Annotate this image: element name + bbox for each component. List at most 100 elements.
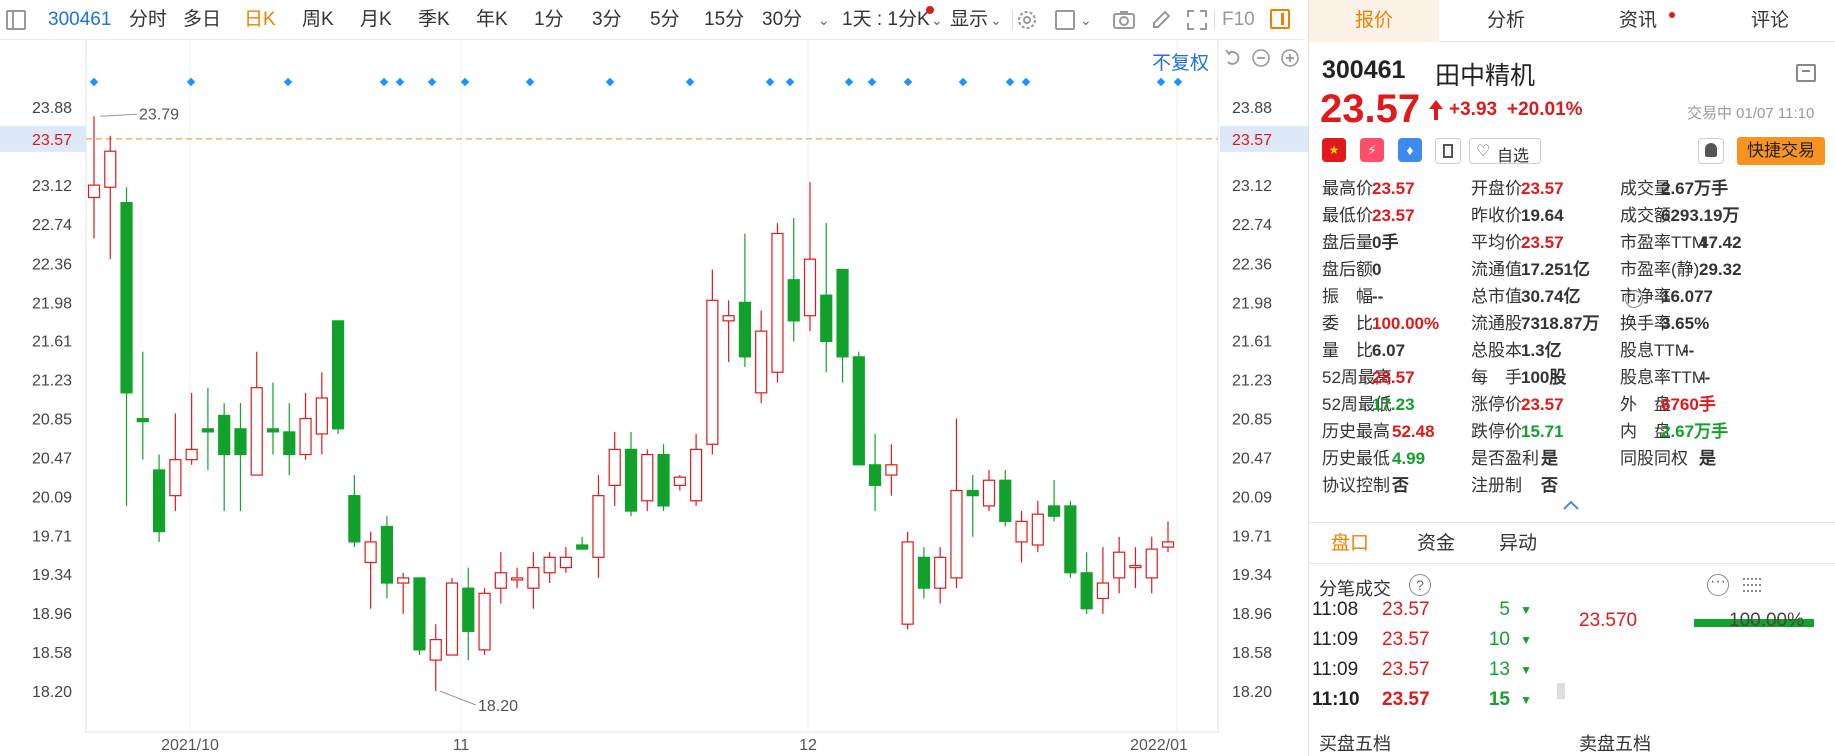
alert-bell-icon[interactable] [1698, 138, 1724, 164]
settings-icon[interactable] [1016, 9, 1038, 31]
event-marker [867, 77, 877, 87]
period-tab-3[interactable]: 周K [302, 9, 334, 30]
candle-body [608, 448, 621, 486]
camera-icon[interactable] [1112, 9, 1136, 31]
more-options-icon[interactable]: ··· [1707, 574, 1729, 596]
subtab-anomaly[interactable]: 异动 [1499, 533, 1538, 554]
price-tick-left: 23.57 [32, 132, 72, 149]
help-icon[interactable]: ? [1409, 574, 1431, 596]
price-tick-right: 22.74 [1232, 217, 1272, 234]
event-marker [1005, 77, 1015, 87]
list-view-icon[interactable] [1741, 574, 1763, 596]
stat-label: 盘后额 [1322, 260, 1373, 279]
zoom-out-icon[interactable] [1251, 48, 1271, 68]
tick-scrollbar[interactable] [1557, 683, 1565, 699]
stat-value: 29.32 [1699, 260, 1742, 279]
tick-price: 23.57 [1382, 689, 1430, 710]
candle-body [1080, 572, 1093, 610]
event-marker [1021, 77, 1031, 87]
up-arrow-icon [1429, 100, 1443, 120]
f10-button[interactable]: F10 [1222, 9, 1255, 30]
period-more-chevron-icon[interactable]: ⌄ [818, 12, 830, 28]
candle-body [820, 294, 833, 343]
collapse-panel-icon[interactable] [1796, 64, 1816, 82]
price-tick-right: 20.47 [1232, 451, 1272, 468]
collapse-chevron-icon[interactable] [1563, 500, 1579, 510]
candle-body [559, 556, 573, 569]
price-tick-right: 20.85 [1232, 412, 1272, 429]
candle-body [185, 448, 198, 461]
period-tab-11[interactable]: 30分 [762, 9, 803, 30]
tab-analysis[interactable]: 分析 [1486, 10, 1525, 31]
price-tick-right: 23.88 [1232, 100, 1272, 117]
notification-dot [926, 6, 934, 14]
period-tab-7[interactable]: 1分 [534, 9, 564, 30]
stat-label: 历史最高 [1322, 422, 1390, 441]
note-icon[interactable] [1435, 138, 1461, 164]
stat-value: 1.3亿 [1521, 341, 1562, 360]
kline-chart[interactable]: 2021/10 11 12 2022/01 23.88 23.88 23.57 23.57 23… [0, 40, 1310, 756]
stat-value: 47.42 [1699, 233, 1742, 252]
candle-body [397, 577, 410, 584]
fullscreen-icon[interactable] [1186, 9, 1208, 31]
sidebar-toggle-icon[interactable] [6, 10, 26, 30]
price-tick-left: 21.23 [32, 372, 72, 389]
tick-price: 23.57 [1382, 659, 1430, 680]
date-label: 2022/01 [1130, 737, 1188, 754]
period-tab-2[interactable]: 日K [244, 9, 276, 30]
tab-news[interactable]: 资讯 [1618, 10, 1657, 31]
period-tab-0[interactable]: 分时 [129, 9, 168, 30]
low-annotation: 18.20 [478, 698, 518, 715]
subtab-funds[interactable]: 资金 [1417, 533, 1456, 554]
layout-icon[interactable] [1055, 10, 1075, 30]
candle-body [1047, 505, 1061, 517]
event-marker [844, 77, 854, 87]
tab-quote[interactable]: 报价 [1309, 0, 1439, 42]
buy-ratio-bar [1694, 619, 1814, 627]
date-label: 11 [453, 737, 470, 754]
candle-body [641, 453, 654, 502]
stat-label: 振 幅 [1322, 287, 1373, 306]
tag-icon[interactable]: ♦ [1398, 138, 1422, 162]
draw-pen-icon[interactable] [1150, 9, 1172, 31]
quick-trade-button[interactable]: 快捷交易 [1737, 137, 1825, 165]
candle-body [999, 479, 1012, 522]
period-tab-5[interactable]: 季K [418, 9, 450, 30]
price-tick-left: 20.09 [32, 490, 72, 507]
price-tick-right: 21.23 [1232, 372, 1272, 389]
tab-comments[interactable]: 评论 [1750, 10, 1789, 31]
stat-value: 7318.87万 [1521, 314, 1600, 333]
event-marker [1173, 77, 1183, 87]
period-tab-6[interactable]: 年K [476, 9, 508, 30]
period-tab-9[interactable]: 5分 [650, 9, 680, 30]
display-menu[interactable]: 显示 [950, 9, 989, 30]
candle-body [348, 495, 361, 543]
period-tab-10[interactable]: 15分 [704, 9, 745, 30]
interval-chevron-icon[interactable]: ⌄ [931, 12, 943, 28]
candle-body [868, 464, 882, 486]
period-tab-8[interactable]: 3分 [592, 9, 622, 30]
watchlist-button[interactable]: ♡ 自选 [1469, 138, 1541, 165]
adjust-button[interactable]: 不复权 [1152, 53, 1210, 74]
market-cap-info-icon[interactable]: ··· [1625, 289, 1643, 308]
subtab-orderbook[interactable]: 盘口 [1331, 533, 1370, 554]
layout-chevron-icon[interactable]: ⌄ [1080, 12, 1092, 28]
candle-body [413, 577, 426, 651]
candle-body [657, 453, 670, 507]
panel-toggle-icon[interactable] [1270, 9, 1290, 29]
interval-select[interactable]: 1天 : 1分K [842, 9, 930, 30]
bar-price: 23.570 [1579, 610, 1638, 631]
stat-value: -- [1699, 368, 1711, 387]
stat-label: 最高价 [1322, 179, 1373, 198]
event-marker [460, 77, 470, 87]
display-chevron-icon[interactable]: ⌄ [990, 12, 1002, 28]
price-tick-left: 20.85 [32, 412, 72, 429]
zoom-in-icon[interactable] [1280, 48, 1300, 68]
event-marker [685, 77, 695, 87]
tick-price: 23.57 [1382, 600, 1430, 620]
period-tab-1[interactable]: 多日 [183, 9, 222, 30]
candle-body [917, 556, 931, 589]
period-tab-4[interactable]: 月K [360, 9, 392, 30]
undo-icon[interactable] [1223, 48, 1243, 68]
stat-label: 52周最低 [1322, 395, 1392, 414]
